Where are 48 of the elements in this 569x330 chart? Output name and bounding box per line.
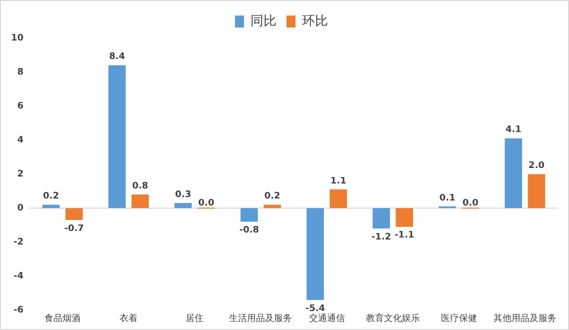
data-label: -5.4 [305, 304, 326, 314]
data-label: 0.0 [198, 198, 214, 208]
bar [306, 208, 324, 300]
legend-label: 同比 [250, 14, 276, 29]
x-tick-label: 生活用品及服务 [229, 312, 292, 324]
bar [132, 194, 149, 208]
y-tick-label: 10 [10, 33, 24, 44]
x-tick-label: 食品烟酒 [44, 312, 81, 324]
x-tick-label: 其他用品及服务 [493, 312, 556, 324]
data-label: -0.8 [239, 226, 260, 236]
x-tick-label: 交通通信 [308, 312, 345, 324]
bar [264, 204, 281, 208]
x-tick-label: 居住 [186, 312, 204, 324]
y-tick-label: 0 [17, 203, 24, 214]
bar [330, 189, 348, 208]
data-label: 1.1 [330, 176, 346, 186]
bar [174, 203, 192, 208]
data-label: 0.8 [132, 181, 148, 192]
x-tick-label: 衣着 [120, 312, 138, 324]
y-tick-label: -4 [14, 272, 24, 282]
y-tick-label: 4 [17, 135, 24, 146]
data-label: 0.0 [462, 198, 478, 208]
data-label: 4.1 [505, 125, 522, 136]
data-label: -1.1 [394, 230, 414, 241]
bar [240, 208, 258, 222]
data-label: 0.2 [264, 192, 280, 202]
bar [372, 208, 390, 229]
y-tick-label: 8 [17, 67, 24, 78]
data-label: -0.7 [64, 224, 84, 234]
y-tick-label: 2 [17, 169, 24, 180]
data-label: 0.3 [175, 190, 192, 200]
data-label: 0.1 [439, 193, 456, 204]
y-tick-label: -6 [14, 306, 24, 316]
bar [42, 204, 60, 208]
y-tick-label: -2 [14, 237, 24, 248]
bar [65, 208, 83, 220]
data-label: -1.2 [371, 232, 392, 242]
bar [528, 174, 546, 208]
data-label: 8.4 [109, 52, 126, 62]
data-label: 2.0 [528, 160, 545, 171]
x-tick-label: 医疗保健 [440, 312, 477, 324]
bar [504, 138, 522, 208]
legend-label: 环比 [302, 14, 328, 29]
bar [396, 208, 414, 227]
bar [108, 65, 126, 208]
x-tick-label: 教育文化娱乐 [366, 312, 420, 324]
y-tick-label: 6 [17, 101, 24, 112]
data-label: 0.2 [43, 192, 59, 202]
